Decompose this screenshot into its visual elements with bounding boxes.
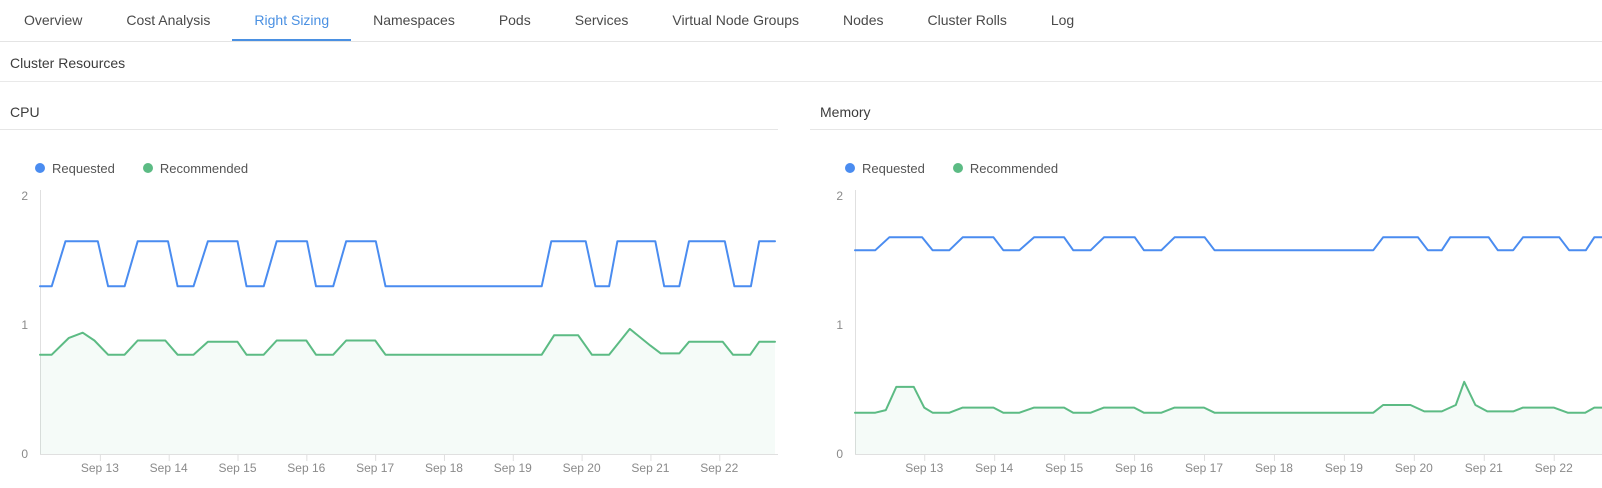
x-tick-label: Sep 21 — [1465, 461, 1503, 475]
recommended-line — [854, 380, 1602, 414]
tab-overview[interactable]: Overview — [24, 11, 83, 28]
x-tick-label: Sep 17 — [356, 461, 394, 475]
x-tick-label: Sep 14 — [150, 461, 188, 475]
legend-label: Recommended — [969, 160, 1059, 176]
memory-chart: 0 1 2 Sep 13 Sep 14 Sep 15 Sep 16 Sep 17 Sep 18 S… — [836, 189, 1602, 475]
legend-item-recommended[interactable]: Recommended — [952, 160, 1059, 176]
requested-line — [39, 240, 776, 288]
requested-legend-dot-icon — [35, 163, 45, 173]
y-tick-label: 0 — [836, 447, 843, 461]
cpu-chart-title: CPU — [0, 98, 778, 130]
x-tick-label: Sep 16 — [287, 461, 325, 475]
cpu-legend: Requested Recommended — [35, 160, 778, 176]
x-tick-label: Sep 19 — [1325, 461, 1363, 475]
x-tick-label: Sep 22 — [1535, 461, 1573, 475]
legend-item-requested[interactable]: Requested — [845, 161, 925, 176]
recommended-legend-dot-icon — [952, 163, 963, 173]
y-tick-label: 1 — [21, 318, 28, 332]
x-tick-label: Sep 20 — [563, 461, 601, 475]
x-tick-label: Sep 16 — [1115, 461, 1153, 475]
section-title: Cluster Resources — [10, 55, 126, 71]
y-tick-label: 2 — [836, 189, 843, 203]
x-tick-label: Sep 14 — [975, 461, 1013, 475]
x-tick-label: Sep 17 — [1185, 461, 1223, 475]
y-tick-label: 1 — [836, 318, 843, 332]
legend-item-requested[interactable]: Requested — [35, 161, 115, 176]
section-header: Cluster Resources — [0, 42, 1602, 82]
memory-chart-title: Memory — [810, 98, 1602, 130]
x-tick-label: Sep 19 — [494, 461, 532, 475]
x-tick-label: Sep 13 — [81, 461, 119, 475]
tab-services[interactable]: Services — [574, 11, 629, 28]
requested-line — [854, 236, 1602, 252]
tab-namespaces[interactable]: Namespaces — [373, 11, 455, 28]
cpu-chart: 0 1 2 Sep 13 Sep 14 Sep 15 Sep 16 Sep 17 Sep 18 S… — [21, 189, 778, 475]
x-tick-label: Sep 18 — [1255, 461, 1293, 475]
tab-bar: Overview Cost Analysis Right Sizing Namespa… — [0, 0, 1602, 42]
memory-legend: Requested Recommended — [845, 160, 1602, 176]
recommended-line — [39, 327, 776, 356]
tab-log[interactable]: Log — [1050, 11, 1075, 28]
recommended-legend-dot-icon — [142, 163, 153, 173]
tab-pods[interactable]: Pods — [498, 11, 531, 28]
legend-label: Requested — [862, 160, 925, 176]
requested-legend-dot-icon — [845, 163, 855, 173]
tab-nodes[interactable]: Nodes — [843, 11, 884, 28]
x-tick-label: Sep 21 — [631, 461, 669, 475]
x-tick-label: Sep 13 — [905, 461, 943, 475]
tab-cost-analysis[interactable]: Cost Analysis — [126, 11, 211, 28]
y-tick-label: 0 — [21, 447, 28, 461]
memory-panel: Memory Requested Recommended 0 1 2 Sep 13 Sep… — [810, 98, 1602, 482]
tab-cluster-rolls[interactable]: Cluster Rolls — [927, 11, 1007, 28]
tab-virtual-node-groups[interactable]: Virtual Node Groups — [672, 11, 800, 28]
x-tick-label: Sep 22 — [700, 461, 738, 475]
charts-row: CPU Requested Recommended 0 1 2 Sep 13 Sep 14… — [0, 98, 1602, 482]
tab-right-sizing[interactable]: Right Sizing — [232, 0, 352, 41]
cpu-panel: CPU Requested Recommended 0 1 2 Sep 13 Sep 14… — [0, 98, 778, 482]
y-tick-label: 2 — [21, 189, 28, 203]
legend-label: Recommended — [159, 160, 249, 176]
legend-label: Requested — [52, 160, 115, 176]
recommended-area — [855, 381, 1602, 454]
x-tick-label: Sep 15 — [218, 461, 256, 475]
legend-item-recommended[interactable]: Recommended — [142, 160, 249, 176]
x-tick-label: Sep 15 — [1045, 461, 1083, 475]
x-tick-label: Sep 18 — [425, 461, 463, 475]
x-tick-label: Sep 20 — [1395, 461, 1433, 475]
recommended-area — [40, 328, 775, 454]
